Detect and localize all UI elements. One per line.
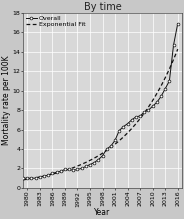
Overall — [101, 154, 104, 157]
Overall — [60, 170, 62, 173]
Overall — [35, 177, 37, 179]
Overall — [81, 167, 83, 170]
Overall — [93, 161, 95, 164]
Overall — [51, 172, 54, 175]
Overall — [131, 118, 133, 121]
Overall — [156, 101, 158, 104]
Overall — [122, 125, 125, 128]
Exponential Fit — [114, 143, 116, 146]
Exponential Fit — [22, 178, 25, 181]
Line: Exponential Fit: Exponential Fit — [23, 49, 178, 180]
Overall — [152, 105, 154, 108]
Overall — [22, 177, 24, 179]
Overall — [85, 165, 87, 168]
X-axis label: Year: Year — [94, 208, 111, 217]
Overall — [89, 163, 91, 166]
Overall — [72, 169, 74, 172]
Overall — [135, 116, 137, 118]
Title: By time: By time — [84, 2, 121, 12]
Legend: Overall, Exponential Fit: Overall, Exponential Fit — [25, 15, 86, 28]
Line: Overall: Overall — [22, 22, 179, 180]
Overall — [143, 111, 145, 113]
Overall — [76, 168, 79, 171]
Overall — [164, 87, 166, 90]
Overall — [55, 171, 58, 174]
Overall — [106, 148, 108, 150]
Y-axis label: Mortality rate per 100K: Mortality rate per 100K — [2, 56, 11, 145]
Overall — [168, 80, 171, 82]
Overall — [110, 145, 112, 147]
Overall — [26, 177, 28, 179]
Overall — [64, 168, 66, 171]
Exponential Fit — [117, 141, 119, 143]
Overall — [43, 175, 45, 178]
Overall — [139, 115, 141, 117]
Overall — [30, 177, 33, 179]
Exponential Fit — [152, 98, 155, 101]
Overall — [147, 109, 150, 111]
Exponential Fit — [162, 80, 164, 83]
Overall — [126, 122, 129, 125]
Overall — [39, 176, 41, 178]
Exponential Fit — [114, 143, 116, 145]
Exponential Fit — [22, 178, 24, 181]
Overall — [160, 95, 162, 98]
Exponential Fit — [177, 48, 179, 51]
Overall — [114, 139, 116, 141]
Overall — [172, 44, 175, 46]
Overall — [177, 22, 179, 25]
Overall — [97, 158, 99, 161]
Overall — [68, 168, 70, 171]
Overall — [47, 174, 49, 177]
Overall — [118, 129, 120, 132]
